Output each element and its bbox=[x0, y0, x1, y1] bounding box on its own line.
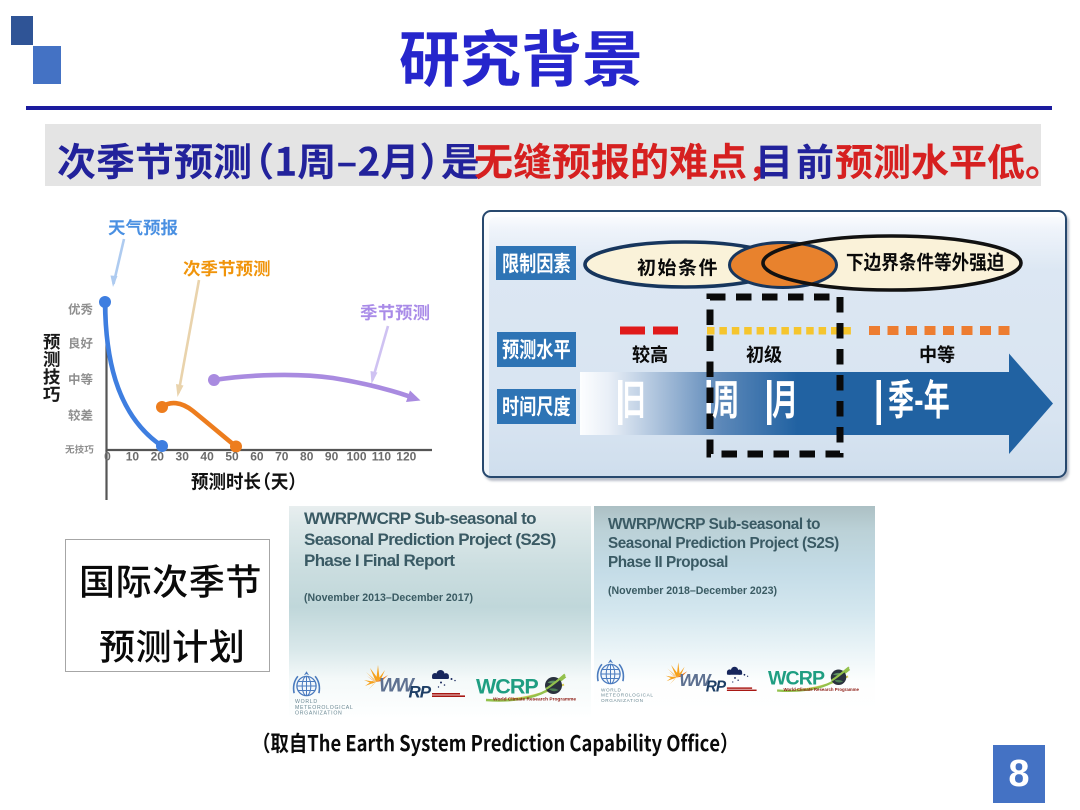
svg-text:10: 10 bbox=[126, 450, 140, 464]
svg-text:70: 70 bbox=[275, 450, 289, 464]
svg-text:50: 50 bbox=[225, 450, 239, 464]
svg-text:20: 20 bbox=[151, 450, 165, 464]
svg-text:80: 80 bbox=[300, 450, 314, 464]
svg-text:60: 60 bbox=[250, 450, 264, 464]
svg-text:120: 120 bbox=[396, 450, 416, 464]
svg-text:40: 40 bbox=[200, 450, 214, 464]
svg-text:100: 100 bbox=[346, 450, 366, 464]
svg-text:90: 90 bbox=[325, 450, 339, 464]
svg-text:110: 110 bbox=[372, 450, 392, 464]
svg-text:0: 0 bbox=[104, 450, 111, 464]
svg-text:30: 30 bbox=[176, 450, 190, 464]
